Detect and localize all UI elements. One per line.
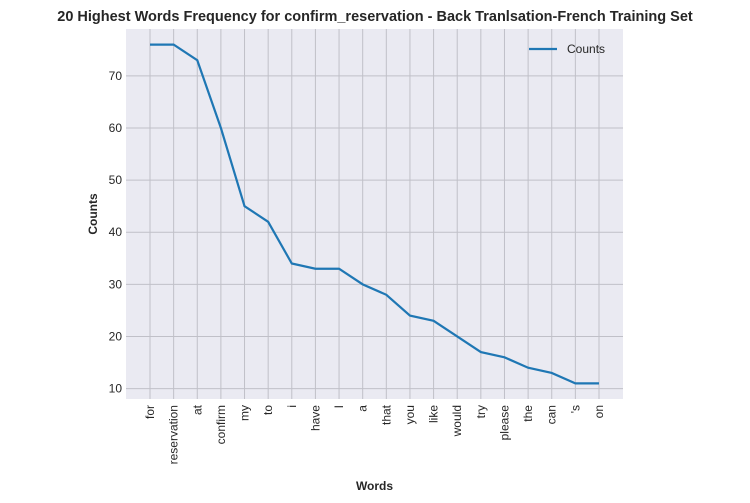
x-tick-label: would (450, 405, 464, 437)
grid-lines (126, 29, 623, 399)
x-tick-label: try (474, 405, 488, 418)
legend: Counts (529, 42, 605, 56)
x-tick-label: you (403, 405, 417, 424)
plot-area (126, 29, 623, 399)
y-tick-label: 10 (109, 382, 123, 396)
y-tick-label: 30 (109, 277, 123, 291)
x-tick-label: that (379, 404, 393, 425)
x-tick-label: at (190, 404, 204, 415)
x-tick-label: 's (568, 405, 582, 413)
x-tick-label: please (497, 405, 511, 441)
x-tick-label: can (545, 405, 559, 424)
y-tick-label: 20 (109, 329, 123, 343)
y-axis-ticks: 10 20 30 40 50 60 70 (109, 69, 123, 396)
x-tick-label: the (521, 405, 535, 422)
y-tick-label: 50 (109, 173, 123, 187)
x-tick-label: i (285, 405, 299, 408)
x-tick-label: a (356, 405, 370, 412)
x-tick-label: confirm (214, 405, 228, 444)
x-tick-label: like (427, 405, 441, 423)
x-tick-label: for (143, 405, 157, 419)
x-tick-label: have (308, 405, 322, 431)
x-axis-title: Words (356, 479, 393, 493)
x-tick-label: to (261, 405, 275, 415)
x-tick-label: on (592, 405, 606, 418)
chart-title: 20 Highest Words Frequency for confirm_r… (57, 9, 693, 25)
legend-label: Counts (567, 42, 605, 56)
series-line-counts (150, 43, 599, 385)
y-tick-label: 60 (109, 121, 123, 135)
y-axis-title: Counts (86, 193, 100, 235)
x-tick-label: my (238, 405, 252, 421)
y-tick-label: 70 (109, 69, 123, 83)
x-tick-label: I (332, 405, 346, 408)
y-tick-label: 40 (109, 225, 123, 239)
x-tick-label: reservation (167, 405, 181, 464)
